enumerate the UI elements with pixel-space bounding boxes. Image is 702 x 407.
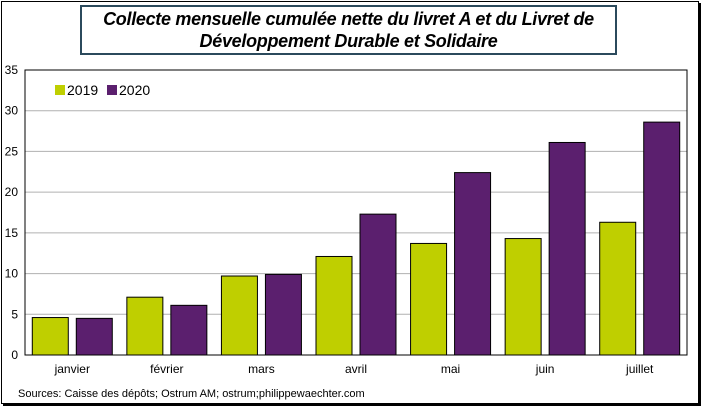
bar-2020-mars bbox=[264, 273, 302, 356]
plot-area-border bbox=[24, 69, 688, 356]
bar-2019-janvier bbox=[31, 317, 69, 356]
bar-2019-juillet bbox=[599, 221, 637, 356]
chart-title: Collecte mensuelle cumulée nette du livr… bbox=[80, 5, 617, 55]
chart-title-line-2: Développement Durable et Solidaire bbox=[199, 31, 498, 51]
bar-2020-janvier bbox=[75, 317, 113, 356]
bar-2019-mars bbox=[220, 275, 258, 356]
x-tick-label: juillet bbox=[625, 362, 654, 376]
bar-2019-juin bbox=[504, 238, 542, 356]
bar-2019-avril bbox=[315, 255, 353, 356]
x-tick-label: juin bbox=[535, 362, 555, 376]
bar-2020-juillet bbox=[643, 121, 681, 356]
bar-2020-mai bbox=[454, 172, 492, 356]
y-tick-label: 30 bbox=[5, 104, 19, 118]
source-note: Sources: Caisse des dépôts; Ostrum AM; o… bbox=[18, 388, 365, 400]
y-tick-label: 20 bbox=[5, 185, 19, 199]
x-tick-label: mai bbox=[441, 362, 460, 376]
x-tick-label: janvier bbox=[54, 362, 90, 376]
bar-2020-février bbox=[170, 304, 208, 356]
bar-2020-avril bbox=[359, 213, 397, 356]
x-tick-label: avril bbox=[345, 362, 367, 376]
bar-2019-février bbox=[126, 296, 164, 356]
y-tick-label: 35 bbox=[5, 63, 19, 77]
y-tick-label: 0 bbox=[11, 348, 18, 362]
bar-2019-mai bbox=[410, 242, 448, 356]
x-tick-label: mars bbox=[248, 362, 275, 376]
y-tick-label: 5 bbox=[11, 307, 18, 321]
legend-swatch-2020 bbox=[107, 85, 117, 95]
y-tick-label: 10 bbox=[5, 267, 19, 281]
legend-swatch-2019 bbox=[55, 85, 65, 95]
y-tick-label: 25 bbox=[5, 144, 19, 158]
bar-2020-juin bbox=[548, 141, 586, 356]
x-tick-label: février bbox=[150, 362, 183, 376]
legend-label-2019: 2019 bbox=[67, 82, 98, 98]
y-tick-label: 15 bbox=[5, 226, 19, 240]
chart-title-line-1: Collecte mensuelle cumulée nette du livr… bbox=[103, 9, 594, 29]
legend-label-2020: 2020 bbox=[119, 82, 150, 98]
